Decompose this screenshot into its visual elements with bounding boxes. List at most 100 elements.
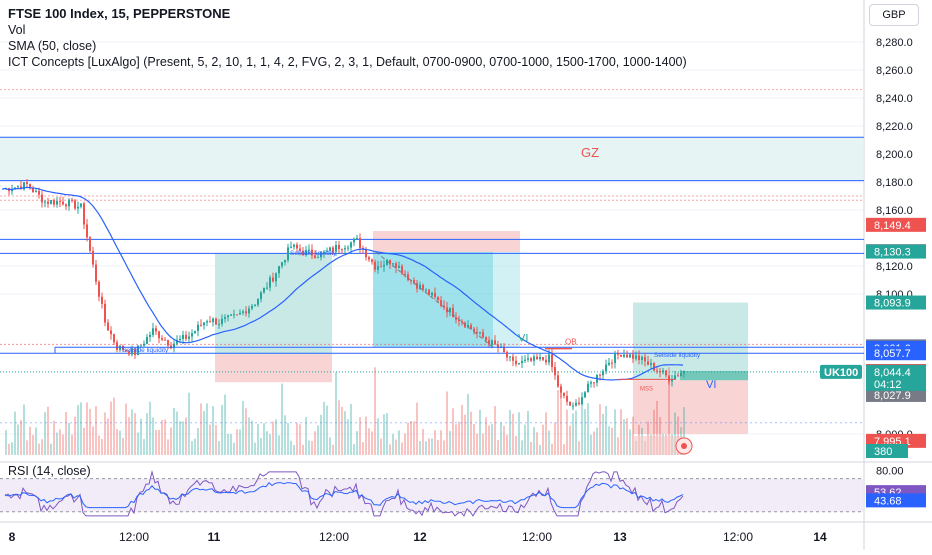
candle-body: [299, 248, 301, 251]
candle: [422, 283, 424, 292]
candle-body: [137, 345, 139, 355]
candle-body: [524, 359, 526, 361]
candle: [158, 330, 160, 344]
volume-bar: [518, 412, 520, 455]
candle-body: [386, 259, 388, 265]
candle-body: [614, 353, 616, 364]
volume-bar: [431, 438, 433, 455]
candle: [530, 356, 532, 363]
candle: [173, 339, 175, 353]
volume-bar: [26, 440, 28, 455]
candle: [524, 355, 526, 364]
candle: [512, 353, 514, 367]
candle: [437, 296, 439, 303]
candle-body: [431, 292, 433, 296]
volume-bar: [68, 422, 70, 455]
candle: [209, 316, 211, 323]
ob-label: OB: [565, 337, 577, 346]
candle-body: [434, 292, 436, 298]
candle-body: [587, 383, 589, 393]
volume-bar: [113, 397, 115, 455]
legend-sma[interactable]: SMA (50, close): [8, 39, 97, 53]
candle-body: [182, 334, 184, 339]
time-tick-label: 12: [413, 530, 427, 544]
legend-vol[interactable]: Vol: [8, 23, 26, 37]
volume-bar: [629, 429, 631, 455]
candle: [188, 331, 190, 343]
volume-bar: [482, 433, 484, 455]
volume-bar: [632, 416, 634, 455]
candle-body: [527, 358, 529, 360]
candle: [593, 382, 595, 388]
candle-body: [377, 266, 379, 270]
candle-body: [26, 182, 28, 185]
volume-bar: [428, 438, 430, 455]
candle: [479, 331, 481, 336]
candle-body: [209, 321, 211, 323]
candle-body: [347, 247, 349, 249]
candle-body: [665, 370, 667, 376]
candle: [155, 325, 157, 335]
candle-body: [287, 247, 289, 261]
last-price-value: 8,044.4: [874, 367, 911, 379]
candle: [344, 245, 346, 254]
sellside-label-a: Sellside liquidity: [122, 347, 169, 354]
candle-body: [407, 274, 409, 281]
volume-bar: [584, 409, 586, 455]
volume-bar: [302, 444, 304, 455]
volume-bar: [683, 407, 685, 455]
candle: [569, 401, 571, 406]
price-label-3: 8,093.9: [874, 298, 911, 310]
candle-body: [455, 317, 457, 320]
candle-body: [518, 363, 520, 365]
candle-body: [383, 264, 385, 267]
candle: [191, 329, 193, 343]
legend-title[interactable]: FTSE 100 Index, 15, PEPPERSTONE: [8, 6, 231, 21]
price-label-box-3: [866, 295, 926, 310]
candle-body: [110, 330, 112, 335]
candle-body: [185, 334, 187, 339]
candle: [95, 259, 97, 285]
candle-body: [644, 356, 646, 362]
candle-body: [566, 395, 568, 402]
candle-body: [656, 370, 658, 372]
volume-bar: [224, 394, 226, 455]
candle-body: [101, 296, 103, 304]
volume-bar: [104, 412, 106, 455]
volume-bar: [293, 444, 295, 455]
candle-body: [197, 324, 199, 331]
candle-body: [263, 287, 265, 293]
volume-bar: [212, 406, 214, 455]
candle: [509, 355, 511, 362]
candle: [605, 359, 607, 375]
candle: [611, 359, 613, 369]
candle-body: [212, 318, 214, 323]
candle-body: [200, 324, 202, 326]
rsi-legend[interactable]: RSI (14, close): [8, 464, 91, 478]
volume-bar: [254, 442, 256, 455]
legend-ict[interactable]: ICT Concepts [LuxAlgo] (Present, 5, 2, 1…: [8, 55, 687, 69]
candle-body: [515, 360, 517, 365]
candle: [311, 244, 313, 260]
candle: [83, 201, 85, 230]
volume-bar: [623, 419, 625, 455]
candle: [221, 314, 223, 327]
candle-body: [398, 265, 400, 268]
volume-bar: [206, 403, 208, 455]
candle: [356, 234, 358, 240]
price-tick-label: 8,180.0: [876, 177, 913, 189]
candle-body: [293, 244, 295, 247]
candle-body: [395, 263, 397, 268]
candle-body: [245, 311, 247, 314]
volume-bar: [137, 432, 139, 455]
currency-button[interactable]: GBP: [869, 4, 919, 26]
candle-body: [536, 356, 538, 360]
candle: [137, 344, 139, 356]
candle: [683, 370, 685, 378]
candle-body: [551, 354, 553, 368]
candle: [566, 390, 568, 406]
price-label-box-0: [866, 217, 926, 232]
volume-bar: [596, 427, 598, 455]
price-tick-label: 8,200.0: [876, 149, 913, 161]
